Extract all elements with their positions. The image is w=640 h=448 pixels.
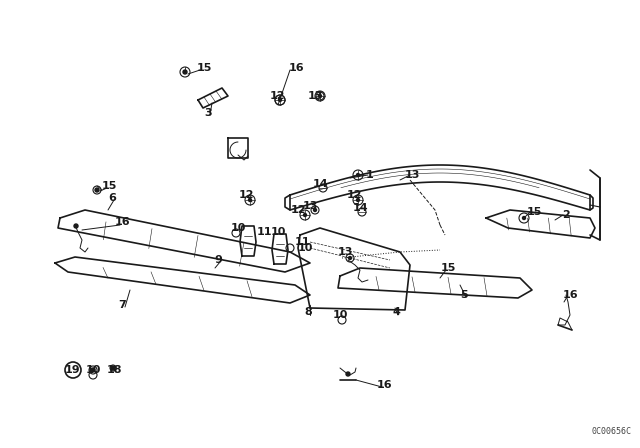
Text: 11: 11 [256,227,272,237]
Text: 13: 13 [302,201,317,211]
Circle shape [356,173,360,177]
Text: 2: 2 [562,210,570,220]
Circle shape [346,372,350,376]
Text: 18: 18 [106,365,122,375]
Text: 16: 16 [562,290,578,300]
Text: 12: 12 [346,190,362,200]
Text: 10: 10 [230,223,246,233]
Text: 15: 15 [526,207,541,217]
Text: 3: 3 [204,108,212,118]
Text: 10: 10 [270,227,285,237]
Text: 9: 9 [214,255,222,265]
Circle shape [319,95,321,98]
Text: 6: 6 [108,193,116,203]
Circle shape [74,224,78,228]
Text: 0C00656C: 0C00656C [592,427,632,436]
Text: 16: 16 [288,63,304,73]
Circle shape [183,70,187,74]
Text: 10: 10 [332,310,348,320]
Text: 12: 12 [269,91,285,101]
Text: 10: 10 [85,365,100,375]
Text: 4: 4 [392,307,400,317]
Text: 13: 13 [307,91,323,101]
Circle shape [95,188,99,192]
Text: 5: 5 [460,290,468,300]
Circle shape [248,198,252,202]
Circle shape [314,208,317,211]
Text: 7: 7 [118,300,126,310]
Circle shape [303,214,307,216]
Text: 10: 10 [298,243,313,253]
Text: 8: 8 [304,307,312,317]
Circle shape [349,257,351,259]
Text: 15: 15 [101,181,116,191]
Text: 16: 16 [376,380,392,390]
Text: 11: 11 [294,237,310,247]
Text: 13: 13 [404,170,420,180]
Text: 13: 13 [337,247,353,257]
Text: 12: 12 [291,205,306,215]
Circle shape [356,198,360,202]
Text: 14: 14 [312,179,328,189]
Text: 16: 16 [115,217,131,227]
Text: 14: 14 [352,203,368,213]
Text: 15: 15 [196,63,212,73]
Circle shape [522,216,525,220]
Text: 1: 1 [366,170,374,180]
Text: 15: 15 [440,263,456,273]
Circle shape [91,368,95,372]
Circle shape [278,99,282,102]
Text: 12: 12 [238,190,253,200]
Text: 19: 19 [65,365,81,375]
Circle shape [111,366,115,370]
